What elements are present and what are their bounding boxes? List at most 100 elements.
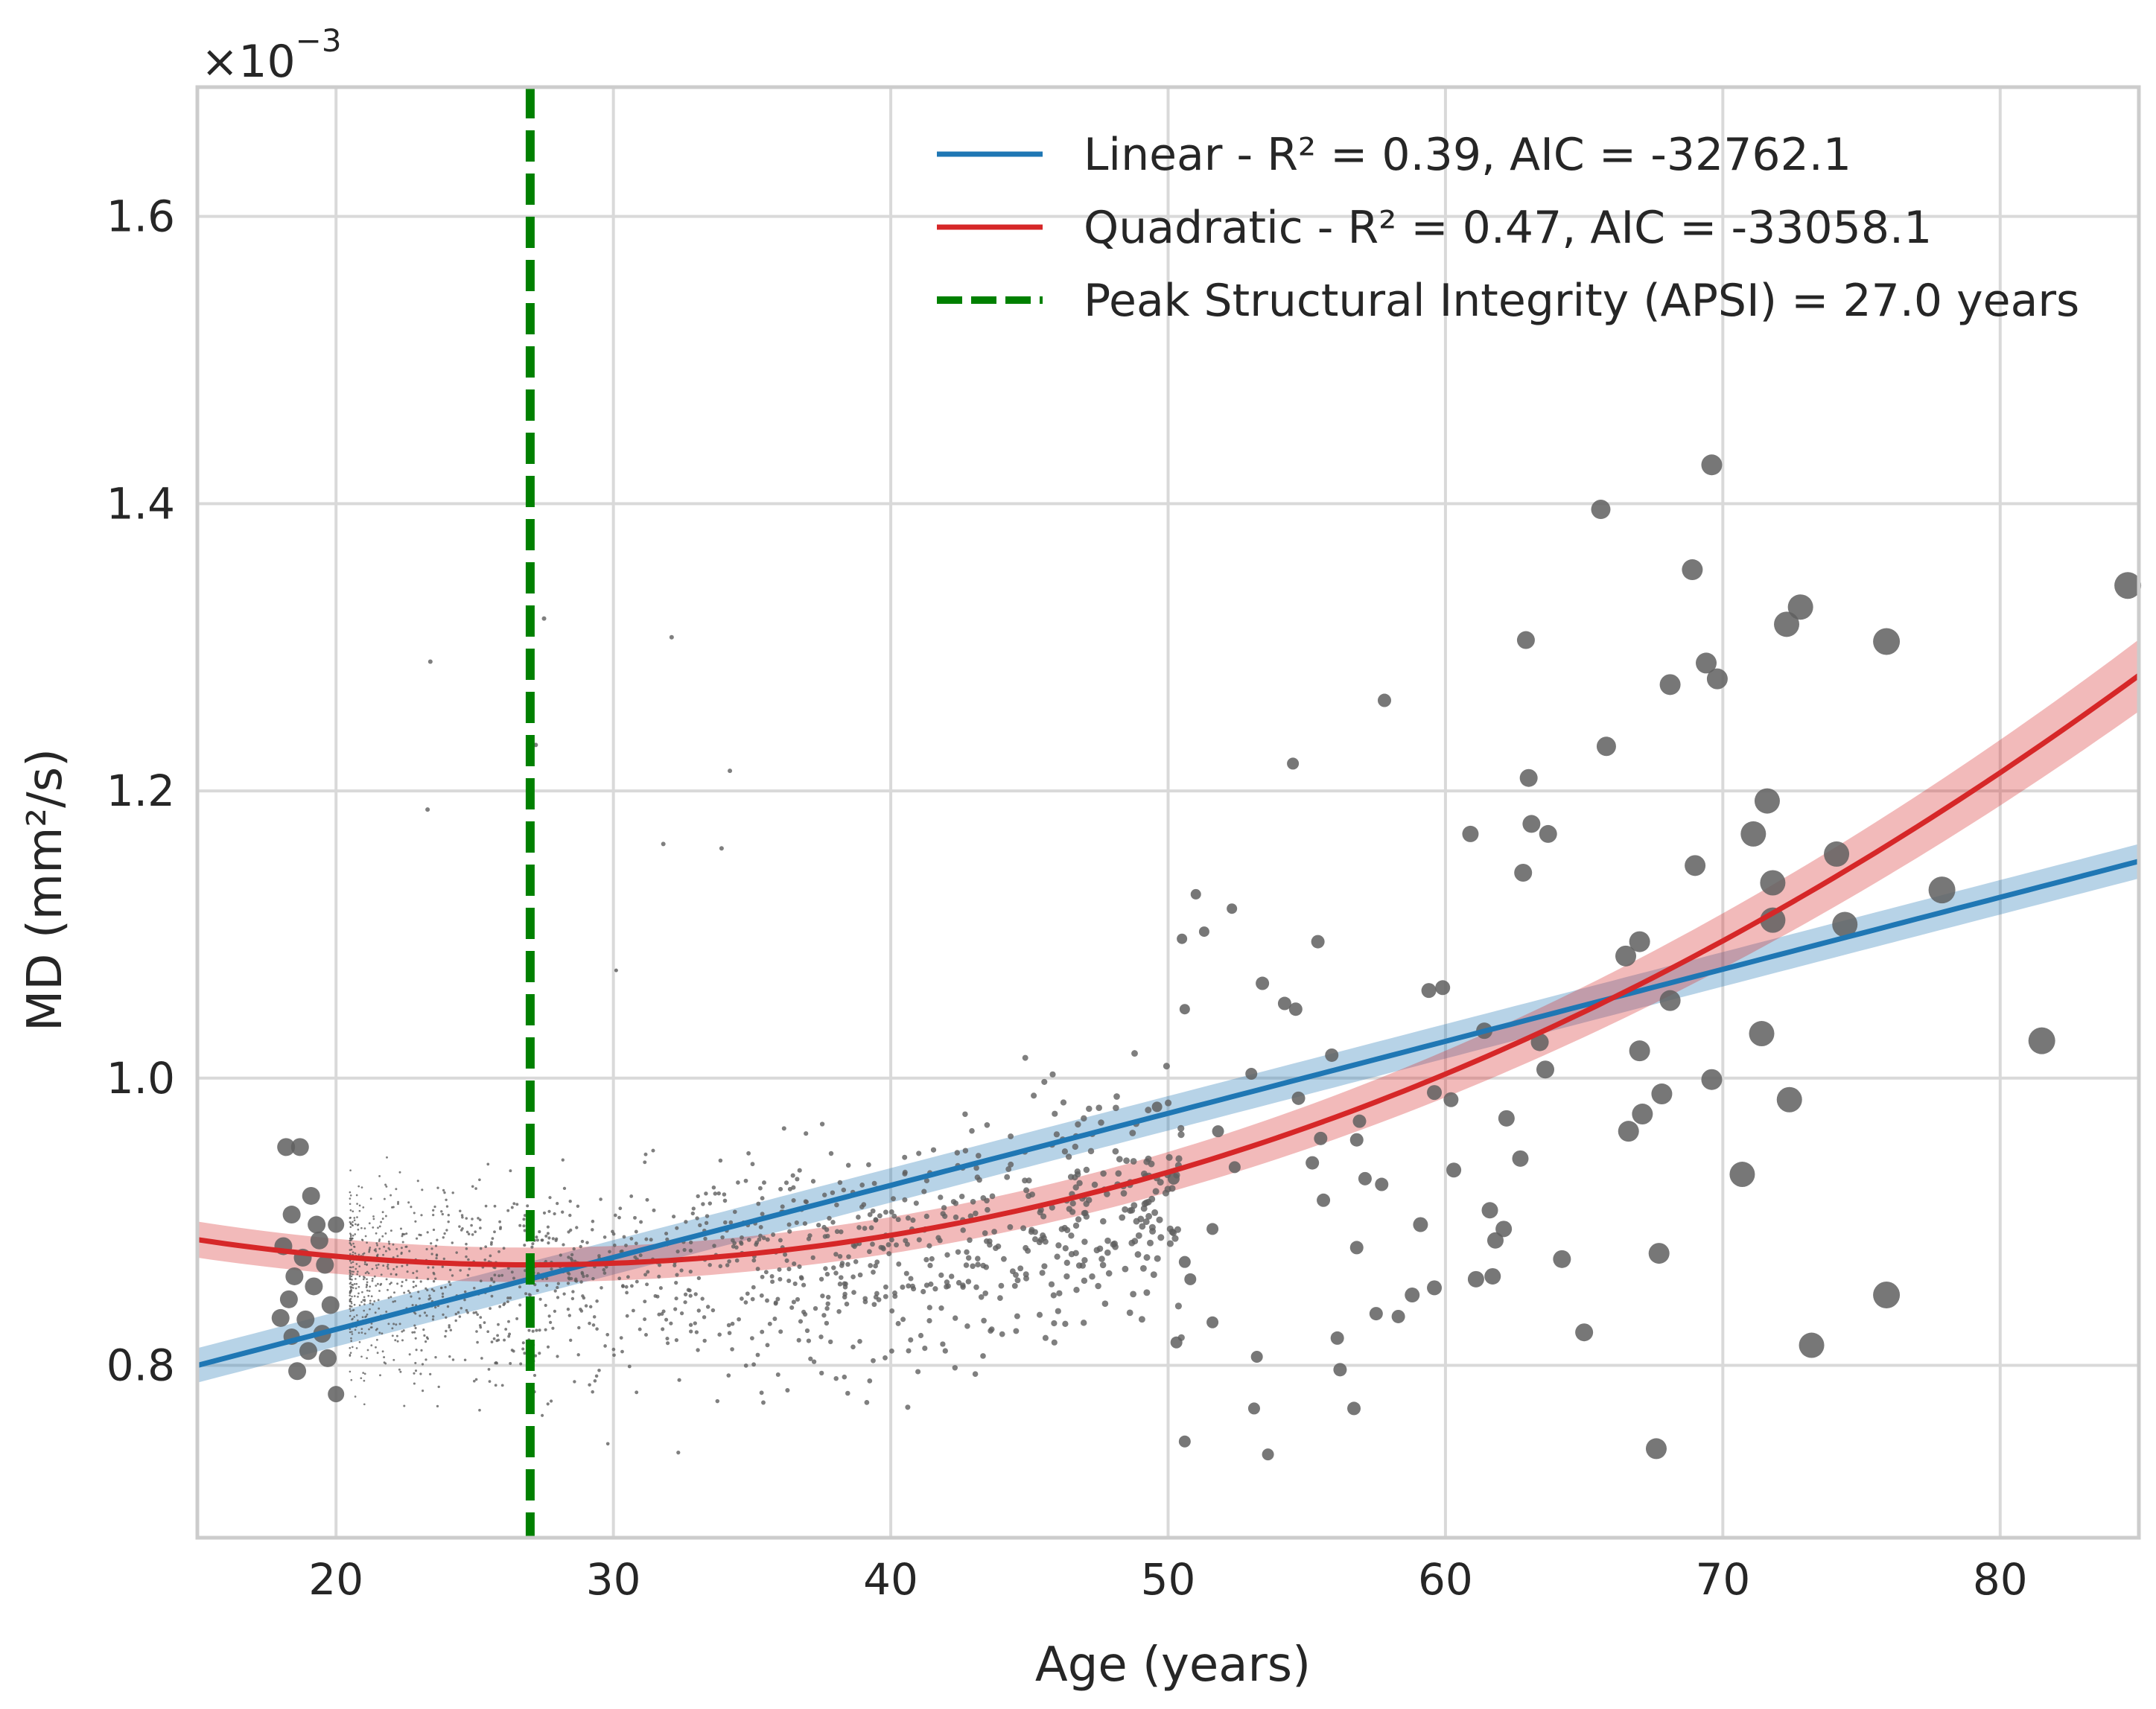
scatter-point: [432, 1213, 435, 1217]
scatter-point: [674, 1281, 678, 1285]
scatter-point: [354, 1223, 357, 1226]
scatter-point: [425, 1336, 429, 1339]
scatter-point: [400, 1251, 403, 1254]
scatter-point: [550, 1267, 553, 1271]
scatter-point: [664, 1231, 669, 1236]
x-tick-label: 80: [1973, 1554, 2028, 1605]
scatter-point: [349, 1331, 352, 1334]
scatter-point: [783, 1252, 788, 1257]
scatter-point: [430, 1242, 433, 1245]
scatter-point: [535, 1235, 538, 1239]
scatter-point: [378, 1290, 381, 1292]
scatter-point: [649, 1238, 653, 1242]
scatter-point: [892, 1290, 897, 1296]
scatter-point: [367, 1272, 370, 1275]
y-tick-label: 1.4: [106, 478, 175, 529]
scatter-point: [435, 1253, 439, 1256]
scatter-point: [870, 1241, 875, 1247]
scatter-point: [433, 1205, 436, 1209]
scatter-point: [727, 1331, 732, 1335]
scatter-point: [349, 1191, 352, 1194]
scatter-point: [385, 1185, 388, 1188]
scatter-point: [825, 1233, 830, 1239]
scatter-point: [1054, 1253, 1060, 1260]
scatter-point: [429, 1296, 432, 1300]
scatter-point: [1025, 1177, 1032, 1184]
scatter-point: [389, 1282, 392, 1285]
scatter-point: [407, 1201, 410, 1204]
scatter-point: [906, 1283, 912, 1289]
scatter-point: [383, 1245, 386, 1248]
scatter-point: [958, 1193, 965, 1200]
scatter-point: [1177, 1124, 1185, 1132]
scatter-point: [368, 1328, 370, 1331]
scatter-point: [349, 1235, 352, 1238]
scatter-point: [938, 1272, 944, 1279]
scatter-point: [368, 1250, 370, 1253]
scatter-point: [850, 1344, 856, 1350]
scatter-point: [570, 1258, 574, 1262]
scatter-point: [349, 1294, 352, 1297]
scatter-point: [797, 1264, 802, 1270]
scatter-point: [367, 1294, 370, 1297]
scatter-point: [955, 1279, 962, 1286]
scatter-point: [461, 1216, 464, 1219]
scatter-point: [328, 1386, 345, 1403]
scatter-point: [791, 1185, 796, 1190]
scatter-point: [441, 1212, 444, 1216]
scatter-point: [862, 1296, 868, 1302]
scatter-point: [707, 1262, 712, 1267]
scatter-point: [484, 1204, 488, 1208]
scatter-point: [574, 1279, 579, 1283]
scatter-point: [553, 1309, 557, 1314]
scatter-point: [489, 1243, 493, 1246]
scatter-point: [608, 1250, 611, 1254]
scatter-point: [874, 1290, 880, 1296]
scatter-point: [2028, 1027, 2055, 1054]
scatter-point: [1040, 1232, 1046, 1239]
y-offset-base: ×10: [201, 36, 296, 88]
scatter-point: [483, 1258, 487, 1261]
scatter-point: [430, 1247, 433, 1250]
scatter-point: [658, 1263, 662, 1267]
scatter-point: [413, 1331, 416, 1334]
scatter-point: [437, 1385, 440, 1389]
scatter-point: [354, 1233, 357, 1235]
scatter-point: [1184, 1273, 1197, 1285]
scatter-point: [1049, 1071, 1056, 1078]
scatter-point: [767, 1321, 772, 1326]
scatter-point: [797, 1168, 802, 1173]
scatter-point: [857, 1338, 862, 1344]
scatter-point: [349, 1226, 352, 1229]
scatter-point: [1178, 1256, 1191, 1268]
scatter-point: [387, 1296, 390, 1299]
scatter-point: [694, 1330, 699, 1334]
scatter-point: [816, 1222, 821, 1228]
scatter-point: [448, 1280, 451, 1284]
scatter-point: [833, 1252, 839, 1257]
scatter-point: [561, 1158, 565, 1162]
scatter-point: [684, 1220, 688, 1224]
scatter-point: [1166, 1240, 1174, 1247]
scatter-point: [908, 1276, 914, 1282]
scatter-point: [1427, 1085, 1443, 1101]
scatter-point: [705, 1214, 710, 1218]
scatter-point: [787, 1229, 792, 1234]
scatter-point: [871, 1358, 876, 1363]
scatter-point: [551, 1237, 555, 1241]
scatter-point: [416, 1270, 419, 1273]
scatter-point: [410, 1295, 413, 1298]
scatter-point: [416, 1237, 419, 1240]
scatter-point: [567, 1277, 571, 1281]
scatter-point: [759, 1293, 764, 1298]
scatter-point: [1443, 1092, 1459, 1107]
scatter-point: [445, 1316, 448, 1319]
scatter-point: [425, 807, 430, 812]
scatter-point: [538, 1352, 541, 1355]
scatter-point: [845, 1390, 850, 1396]
scatter-point: [361, 1316, 364, 1319]
scatter-point: [1075, 1121, 1081, 1128]
scatter-point: [548, 1196, 552, 1200]
scatter-point: [965, 1255, 972, 1261]
scatter-point: [392, 1300, 395, 1303]
